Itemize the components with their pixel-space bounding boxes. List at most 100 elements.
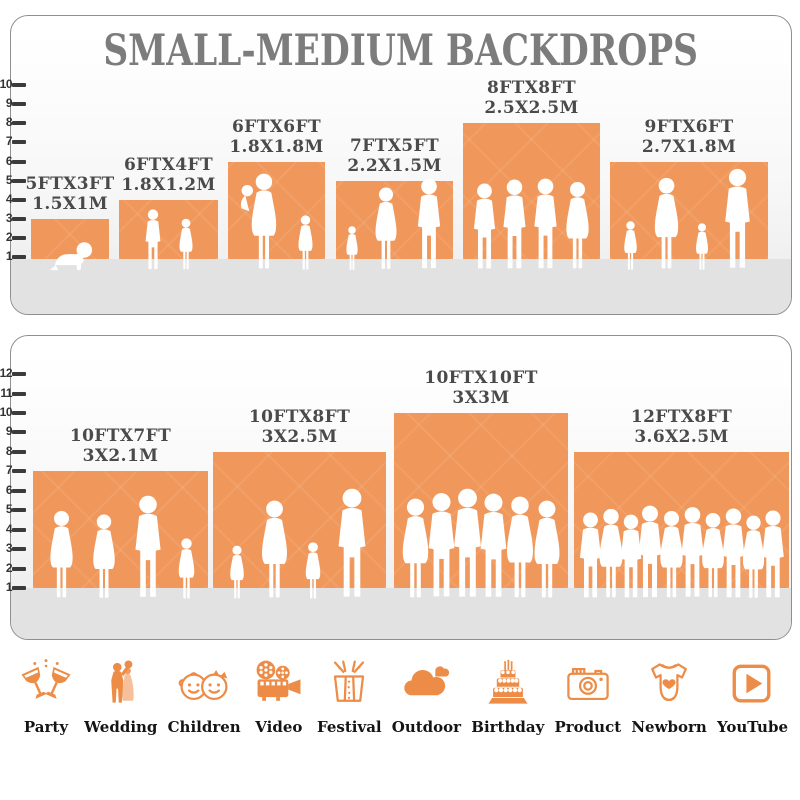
ruler-tick	[12, 235, 26, 240]
ruler-tick	[12, 121, 26, 126]
size-ft-label: 10FTX7FT	[69, 426, 172, 447]
ruler-tick	[12, 566, 26, 571]
ruler-tick	[12, 83, 26, 88]
category-outdoor: Outdoor	[392, 656, 461, 736]
size-ft-label: 8FTX8FT	[486, 78, 577, 99]
backdrop-size-label: 6FTX4FT 1.8X1.2M	[121, 155, 215, 195]
backdrop-size-label: 8FTX8FT 2.5X2.5M	[484, 78, 578, 118]
ruler-tick-number: 9	[5, 424, 13, 439]
ruler-tick-number: 5	[5, 172, 13, 187]
size-m-label: 1.8X1.2M	[121, 174, 216, 195]
person-silhouette-girl	[341, 226, 362, 271]
ruler-tick-number: 11	[0, 385, 12, 400]
size-m-label: 1.5X1M	[32, 193, 108, 214]
category-festival: Festival	[317, 656, 382, 736]
person-silhouette-man	[126, 495, 170, 600]
backdrop-panel-medium-large: 12 11 10 9 8 7 6 5 4 3 2 1 10FTX7FT 3X2.1M 10FTX8FT 3X2…	[0, 335, 792, 640]
category-party: Party	[18, 656, 74, 736]
product-icon	[567, 667, 609, 701]
category-youtube: YouTube	[717, 656, 788, 736]
backdrop-size-label: 10FTX7FT 3X2.1M	[70, 426, 171, 466]
people-group	[341, 178, 448, 271]
size-ft-label: 12FTX8FT	[630, 406, 733, 427]
ruler-tick-number: 2	[5, 229, 13, 244]
ruler-tick	[12, 255, 26, 259]
ruler-tick	[12, 449, 26, 454]
ruler-tick	[12, 508, 26, 513]
ruler-tick	[12, 140, 26, 145]
video-icon	[256, 660, 301, 701]
category-label: Birthday	[471, 718, 545, 736]
backdrop-bar	[119, 199, 218, 260]
category-birthday: Birthday	[471, 656, 544, 736]
people-group	[235, 173, 318, 271]
person-silhouette-girl	[174, 218, 198, 271]
people-group	[140, 209, 198, 271]
people-group	[41, 495, 201, 600]
category-label: Outdoor	[391, 718, 462, 736]
ruler-tick-number: 7	[5, 463, 13, 478]
ruler-tick-number: 6	[5, 482, 13, 497]
birthday-icon	[488, 659, 528, 704]
size-m-label: 3X2.5M	[261, 426, 338, 447]
category-label: Wedding	[84, 718, 158, 736]
ruler-tick	[12, 410, 26, 415]
backdrop-size-label: 10FTX8FT 3X2.5M	[249, 407, 350, 447]
size-m-label: 2.5X2.5M	[484, 98, 579, 119]
floor	[11, 259, 791, 314]
youtube-icon	[733, 664, 771, 703]
category-wedding: Wedding	[84, 656, 157, 736]
person-silhouette-woman	[524, 500, 570, 600]
ruler-tick-number: 1	[5, 580, 13, 594]
person-silhouette-boy	[140, 209, 166, 271]
backdrop-panel-small-medium: SMALL-MEDIUM BACKDROPS 10 9 8 7 6 5 4 3 2 1 5FTX3F…	[0, 15, 792, 315]
ruler-tick-number: 1	[5, 249, 13, 263]
size-ft-label: 6FTX6FT	[231, 116, 322, 137]
wedding-icon	[110, 660, 134, 703]
backdrop-size-label: 12FTX8FT 3.6X2.5M	[631, 407, 732, 447]
ruler-tick	[12, 178, 26, 183]
page-title: SMALL-MEDIUM BACKDROPS	[103, 26, 699, 76]
people-group	[224, 488, 375, 600]
backdrop-size-label: 7FTX5FT 2.2X1.5M	[347, 136, 441, 176]
children-icon	[178, 670, 228, 701]
newborn-icon	[651, 663, 687, 701]
person-silhouette-girl	[172, 538, 201, 600]
ruler-tick	[12, 216, 26, 221]
ruler-tick-number: 10	[0, 404, 13, 419]
ruler-tick-number: 2	[5, 560, 13, 575]
person-silhouette-girl	[292, 215, 318, 271]
backdrop-bar	[228, 161, 325, 259]
person-silhouette-man	[328, 488, 375, 600]
category-newborn: Newborn	[631, 656, 707, 736]
person-silhouette-girl	[619, 221, 642, 271]
person-silhouette-woman	[557, 181, 598, 271]
person-silhouette-baby	[45, 239, 96, 271]
ruler-tick-number: 5	[5, 502, 13, 517]
person-silhouette-woman	[84, 514, 124, 600]
ruler-tick-number: 3	[5, 541, 13, 556]
person-silhouette-woman	[41, 510, 82, 600]
ruler-tick-number: 3	[5, 210, 13, 225]
people-group	[466, 178, 598, 271]
size-ft-label: 5FTX3FT	[25, 173, 115, 194]
person-silhouette-womanbaby	[235, 173, 286, 271]
ruler-tick	[12, 527, 26, 532]
size-m-label: 3.6X2.5M	[634, 426, 729, 447]
size-ft-label: 7FTX5FT	[349, 135, 440, 156]
ruler-tick	[12, 372, 26, 377]
person-silhouette-woman	[366, 187, 405, 271]
outdoor-icon	[404, 666, 450, 696]
category-label: Party	[23, 718, 69, 736]
category-label: Newborn	[631, 718, 707, 736]
ruler-tick	[12, 102, 26, 107]
backdrop-size-label: 6FTX6FT 1.8X1.8M	[229, 117, 323, 157]
person-silhouette-man	[409, 178, 448, 271]
category-video: Video	[251, 656, 307, 736]
category-label: Video	[255, 718, 303, 736]
person-silhouette-woman	[645, 177, 688, 271]
ruler-tick	[12, 391, 26, 396]
ruler-tick	[12, 430, 26, 435]
backdrop-bar	[31, 218, 109, 260]
people-group	[45, 239, 96, 271]
